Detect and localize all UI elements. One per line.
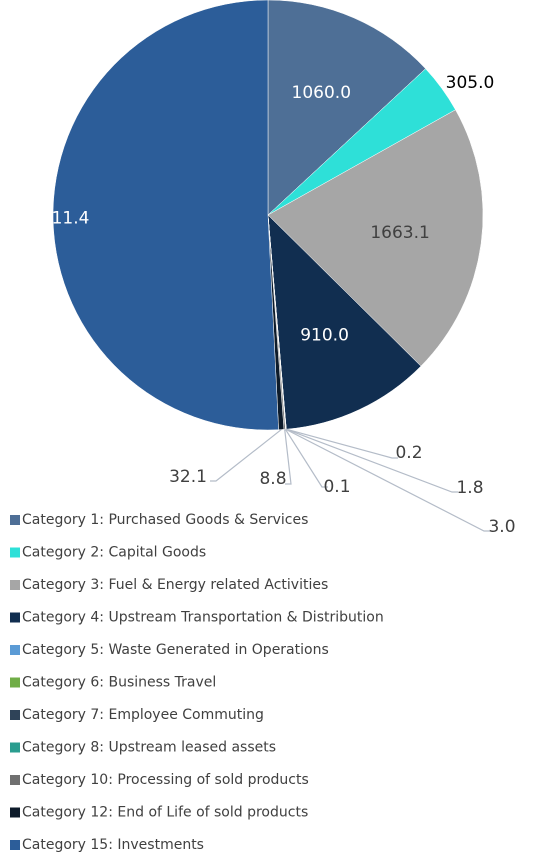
legend-swatch — [10, 742, 20, 753]
data-label: 8.8 — [259, 469, 286, 489]
data-label: 32.1 — [169, 467, 207, 487]
pie-slice — [52, 0, 279, 431]
leader-line — [210, 429, 282, 482]
data-label: 4111.4 — [30, 208, 89, 228]
legend-swatch — [10, 612, 20, 623]
leader-line — [285, 428, 490, 532]
legend-label: Category 2: Capital Goods — [22, 545, 206, 561]
data-label: 3.0 — [488, 517, 515, 537]
legend-label: Category 4: Upstream Transportation & Di… — [22, 610, 384, 626]
legend-swatch — [10, 547, 20, 558]
data-label: 910.0 — [300, 326, 349, 346]
pie-slice — [267, 214, 422, 430]
pie-slice — [267, 109, 484, 367]
leader-line — [286, 428, 398, 459]
legend-label: Category 15: Investments — [22, 837, 204, 853]
legend-swatch — [10, 807, 20, 818]
legend-label: Category 6: Business Travel — [22, 675, 216, 691]
leader-line — [284, 428, 328, 488]
legend-label: Category 1: Purchased Goods & Services — [22, 512, 308, 528]
leader-line — [285, 428, 458, 493]
legend-label: Category 3: Fuel & Energy related Activi… — [22, 577, 328, 593]
legend-swatch — [10, 775, 20, 785]
legend-swatch — [10, 645, 20, 655]
legend-swatch — [10, 840, 20, 850]
legend-label: Category 12: End of Life of sold product… — [22, 805, 308, 821]
legend-label: Category 10: Processing of sold products — [22, 772, 309, 788]
legend-label: Category 5: Waste Generated in Operation… — [22, 642, 329, 658]
legend-swatch — [10, 677, 20, 688]
leader-line — [284, 429, 292, 485]
data-label: 1.8 — [456, 478, 483, 498]
legend-swatch — [10, 710, 20, 720]
pie-slice — [267, 0, 426, 216]
legend-label: Category 7: Employee Commuting — [22, 707, 264, 723]
legend-swatch — [10, 580, 20, 590]
data-label: 0.2 — [395, 443, 422, 463]
data-label: 1060.0 — [292, 83, 351, 103]
data-label: 305.0 — [446, 73, 495, 93]
legend-label: Category 8: Upstream leased assets — [22, 740, 276, 756]
data-label: 1663.1 — [370, 223, 429, 243]
legend-swatch — [10, 515, 20, 525]
data-label: 0.1 — [323, 477, 350, 497]
